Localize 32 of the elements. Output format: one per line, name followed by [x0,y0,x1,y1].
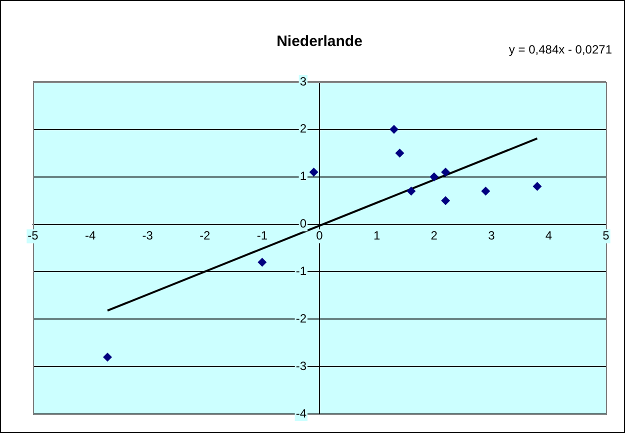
point [395,148,404,158]
x-tick-label: 3 [488,228,496,243]
x-tick-label: -4 [84,228,96,243]
point [258,258,267,267]
point [430,172,439,182]
point [532,182,542,191]
point [441,196,450,206]
y-tick-label: -4 [296,406,307,420]
x-tick-label: 2 [430,228,438,243]
x-tick-label: 1 [373,228,380,243]
point [389,124,398,134]
y-tick-label: -3 [296,358,307,373]
y-tick-label: 0 [300,216,307,231]
x-tick-label: 4 [545,228,552,243]
x-tick-label: -5 [28,228,39,243]
y-tick-label: -1 [296,264,307,278]
chart-title: Niederlande [276,33,362,50]
point [309,168,318,177]
y-tick-label: -2 [296,311,307,326]
x-tick-label: -2 [200,228,211,243]
x-tick-label: -3 [142,228,154,243]
point [102,352,112,362]
point [441,168,450,177]
x-tick-label: 5 [602,228,610,243]
text: y = 0,484x - 0,0271 [508,42,612,56]
point [406,186,416,196]
y-tick-label: 2 [300,122,307,136]
x-tick-label: 0 [316,228,324,243]
y-tick-label: 1 [300,169,307,184]
y-tick-label: 3 [300,74,307,88]
point [481,186,490,196]
x-tick-label: -1 [256,228,268,243]
